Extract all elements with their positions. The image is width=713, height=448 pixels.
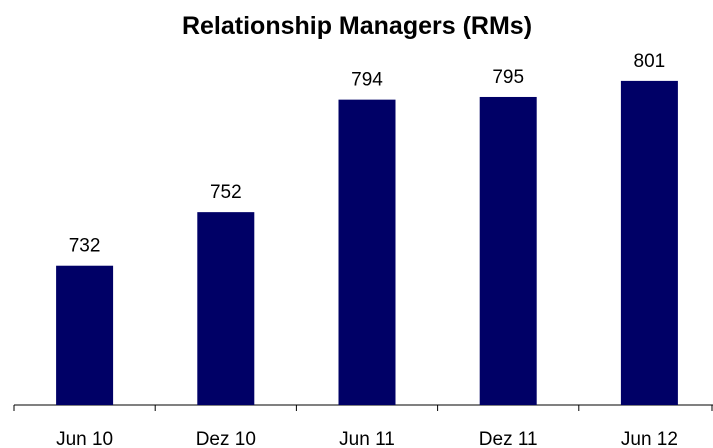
data-label: 732: [69, 236, 101, 257]
bar: [56, 265, 114, 405]
bar: [338, 99, 396, 406]
chart-title: Relationship Managers (RMs): [182, 12, 532, 40]
x-tick-label: Jun 12: [621, 429, 678, 448]
bar: [479, 96, 537, 405]
data-label: 801: [634, 51, 666, 72]
x-tick-label: Jun 10: [56, 429, 113, 448]
x-tick-label: Dez 10: [196, 429, 256, 448]
data-label: 795: [492, 67, 524, 88]
x-tick-label: Dez 11: [479, 429, 538, 448]
data-label: 752: [210, 182, 242, 203]
x-tick-label: Jun 11: [339, 429, 395, 448]
data-label: 794: [351, 70, 383, 91]
bar: [620, 80, 678, 406]
bar: [197, 212, 255, 405]
